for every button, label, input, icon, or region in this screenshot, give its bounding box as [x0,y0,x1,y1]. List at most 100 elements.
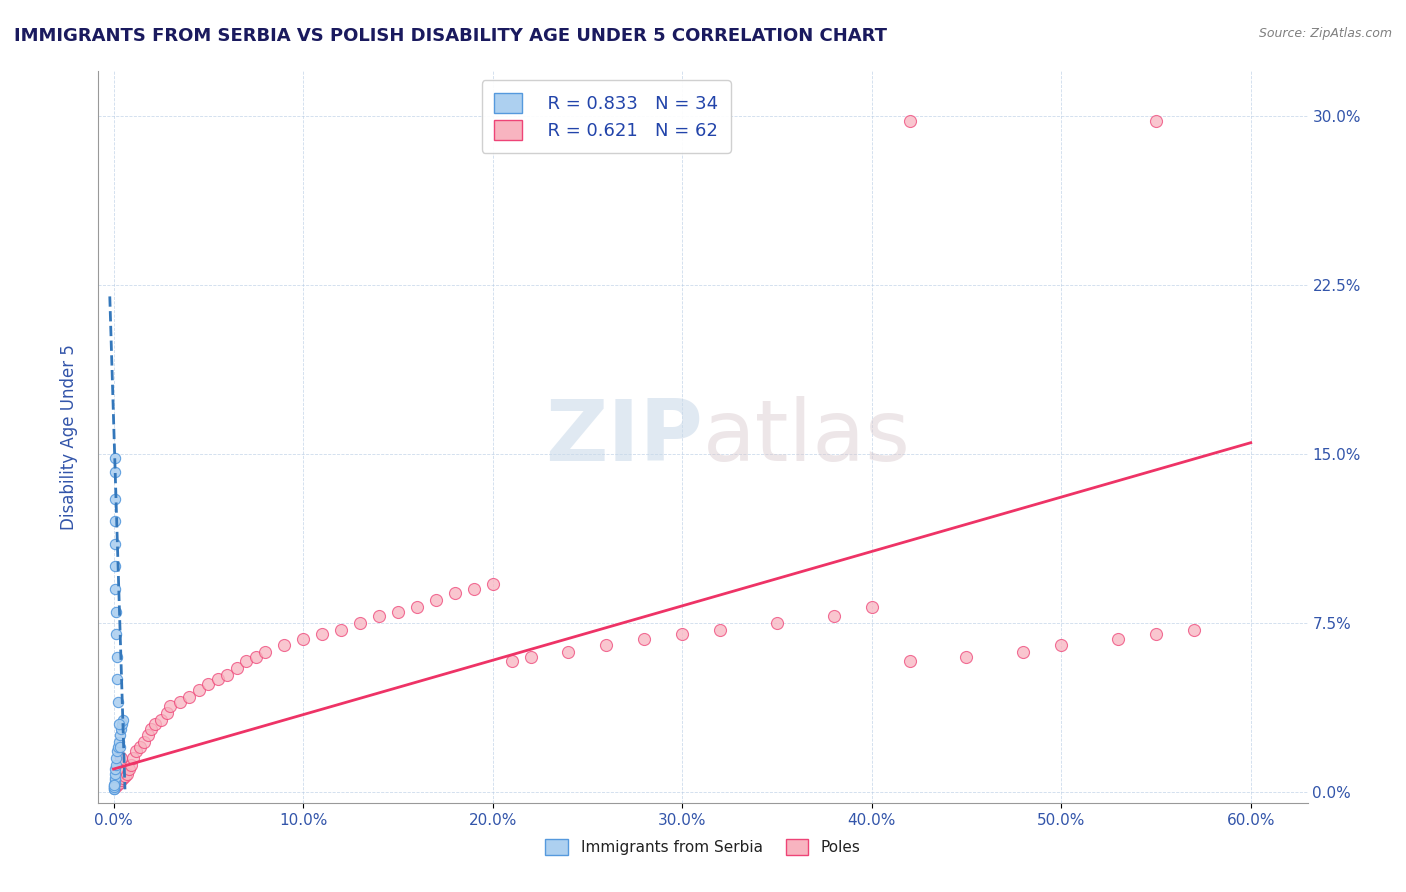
Point [235,654,257,668]
Point [104,465,127,479]
Point [292,632,315,646]
Point [110,751,132,765]
Point [103,451,125,466]
Point [104,757,127,772]
Text: ZIP: ZIP [546,395,703,479]
Point [898,114,921,128]
Legend: Immigrants from Serbia, Poles: Immigrants from Serbia, Poles [540,833,866,861]
Point [103,775,125,789]
Point [104,780,127,794]
Point [217,667,239,681]
Point [136,728,159,742]
Point [443,586,465,600]
Point [898,654,921,668]
Point [633,632,655,646]
Point [387,605,409,619]
Point [104,582,127,596]
Point [104,559,127,574]
Point [179,690,201,704]
Point [103,782,125,797]
Point [1182,623,1205,637]
Point [245,649,267,664]
Point [330,623,353,637]
Point [105,778,128,792]
Point [141,722,163,736]
Point [207,672,229,686]
Point [273,638,295,652]
Point [766,615,789,630]
Point [367,609,389,624]
Point [225,661,247,675]
Point [860,599,883,614]
Point [110,739,132,754]
Point [1144,114,1167,128]
Point [105,751,128,765]
Point [121,751,143,765]
Point [103,778,125,792]
Point [104,605,127,619]
Point [105,627,128,641]
Point [103,780,125,794]
Text: atlas: atlas [703,395,911,479]
Point [107,694,129,708]
Point [118,762,141,776]
Point [425,593,447,607]
Y-axis label: Disability Age Under 5: Disability Age Under 5 [59,344,77,530]
Point [104,773,127,788]
Point [1050,638,1073,652]
Point [105,672,128,686]
Point [501,654,523,668]
Point [111,717,134,731]
Point [1107,632,1129,646]
Text: IMMIGRANTS FROM SERBIA VS POLISH DISABILITY AGE UNDER 5 CORRELATION CHART: IMMIGRANTS FROM SERBIA VS POLISH DISABIL… [14,27,887,45]
Point [595,638,617,652]
Point [955,649,977,664]
Point [103,491,125,506]
Point [110,722,132,736]
Point [156,706,179,720]
Point [104,766,127,780]
Point [143,717,166,731]
Point [108,735,131,749]
Point [120,757,142,772]
Point [557,645,579,659]
Point [114,769,136,783]
Point [104,762,127,776]
Point [197,676,219,690]
Point [463,582,485,596]
Point [311,627,333,641]
Point [519,649,541,664]
Point [104,771,127,785]
Point [132,735,155,749]
Point [103,782,125,797]
Point [1012,645,1035,659]
Point [105,762,128,776]
Point [349,615,371,630]
Point [125,744,148,758]
Point [159,699,181,714]
Point [105,649,128,664]
Point [108,775,131,789]
Point [115,766,138,780]
Point [254,645,277,659]
Point [103,778,125,792]
Point [709,623,731,637]
Point [108,717,131,731]
Point [481,577,503,591]
Point [169,694,191,708]
Point [110,728,132,742]
Point [405,599,427,614]
Point [103,780,125,794]
Point [112,713,135,727]
Point [129,739,152,754]
Point [110,773,132,788]
Text: Source: ZipAtlas.com: Source: ZipAtlas.com [1258,27,1392,40]
Point [149,713,172,727]
Point [105,744,128,758]
Point [107,739,129,754]
Point [104,515,127,529]
Point [1144,627,1167,641]
Point [671,627,693,641]
Point [187,683,209,698]
Point [112,771,135,785]
